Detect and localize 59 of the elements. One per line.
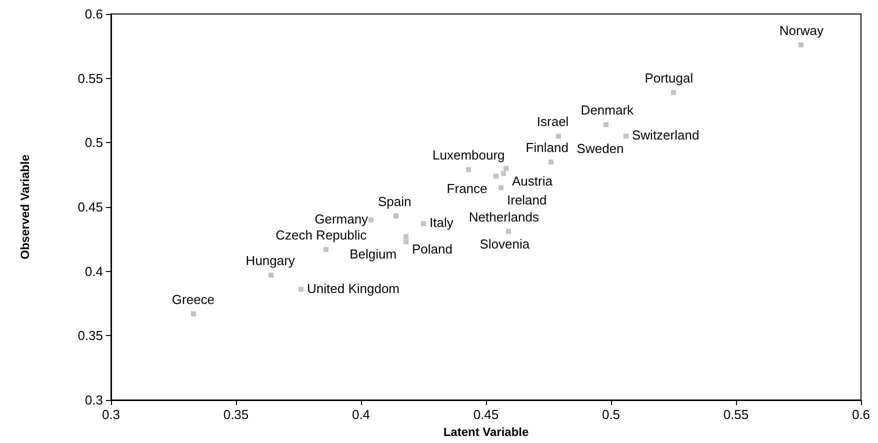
point — [548, 159, 554, 164]
point — [504, 166, 508, 171]
point — [394, 214, 398, 219]
point — [268, 272, 274, 278]
annotation: Czech Republic — [276, 227, 368, 242]
point — [671, 90, 676, 95]
point — [368, 217, 374, 222]
point — [501, 171, 506, 176]
annotation: Norway — [779, 22, 824, 38]
annotation: Greece — [172, 292, 215, 307]
point — [466, 167, 471, 172]
annotation: Spain — [378, 194, 412, 210]
x-tick-label: 0.45 — [473, 407, 499, 422]
annotation: Hungary — [246, 253, 296, 268]
annotation: Finland — [526, 140, 568, 155]
x-tick-label: 0.3 — [102, 407, 120, 422]
point — [421, 221, 426, 226]
point — [498, 185, 504, 190]
y-tick-label: 0.6 — [84, 6, 103, 22]
y-tick-label: 0.3 — [84, 392, 103, 408]
y-tick-label: 0.35 — [78, 328, 103, 344]
annotation: Austria — [512, 173, 554, 188]
x-tick-label: 0.55 — [723, 407, 749, 422]
annotation: Germany — [314, 211, 369, 226]
point — [506, 228, 511, 234]
annotation: Luxembourg — [432, 148, 505, 163]
y-axis-title: Observed Variable — [18, 154, 32, 260]
annotation: Belgium — [350, 246, 397, 262]
annotation: Netherlands — [468, 209, 540, 224]
x-tick-label: 0.6 — [852, 407, 870, 422]
annotation: Slovenia — [480, 236, 530, 252]
annotation: Israel — [536, 114, 569, 130]
annotation: Portugal — [644, 70, 694, 86]
point — [298, 286, 304, 292]
annotation: Denmark — [580, 102, 634, 118]
x-tick-label: 0.5 — [602, 407, 620, 422]
annotation: Sweden — [576, 141, 624, 156]
x-tick-label: 0.35 — [223, 407, 249, 422]
point — [191, 311, 196, 316]
annotation: United Kingdom — [307, 280, 400, 296]
point — [494, 174, 498, 179]
y-tick-label: 0.4 — [84, 264, 103, 279]
point — [798, 42, 804, 48]
x-tick-label: 0.4 — [352, 407, 370, 422]
point — [556, 134, 561, 139]
annotation: Italy — [430, 215, 454, 230]
point — [404, 239, 408, 244]
annotation: Ireland — [507, 192, 547, 208]
annotation: Switzerland — [632, 128, 700, 143]
point — [604, 122, 608, 128]
annotation: Poland — [412, 242, 452, 257]
point — [624, 134, 628, 139]
y-tick-label: 0.5 — [84, 135, 103, 150]
point — [324, 246, 328, 252]
y-tick-label: 0.45 — [78, 200, 103, 214]
x-axis-title: Latent Variable — [443, 425, 530, 439]
annotation: France — [446, 181, 488, 196]
y-tick-label: 0.55 — [78, 70, 103, 86]
point — [404, 234, 408, 240]
